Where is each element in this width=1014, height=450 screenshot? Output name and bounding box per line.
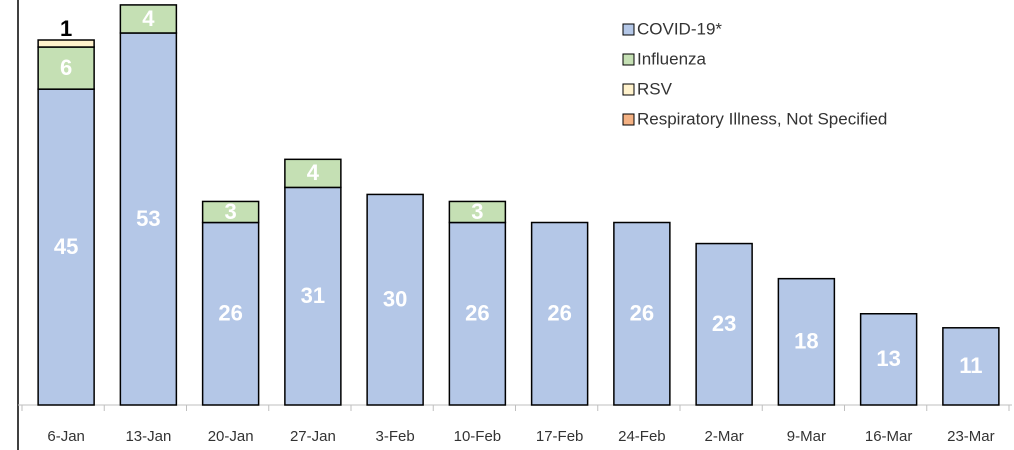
bar-segment bbox=[777, 277, 836, 406]
legend-swatch bbox=[622, 113, 635, 126]
data-label: 26 bbox=[547, 301, 571, 326]
data-label: 1 bbox=[60, 16, 72, 41]
bar-segment bbox=[284, 158, 342, 189]
data-label: 3 bbox=[225, 199, 237, 224]
x-tick-label: 6-Jan bbox=[47, 428, 85, 445]
legend-swatch bbox=[622, 53, 635, 66]
bar-segment bbox=[530, 221, 589, 406]
data-label: 6 bbox=[60, 55, 72, 80]
x-tick-label: 9-Mar bbox=[787, 428, 826, 445]
bar-segment bbox=[859, 313, 918, 406]
legend-swatch bbox=[622, 83, 635, 96]
data-label: 23 bbox=[712, 311, 736, 336]
bar-segment bbox=[942, 327, 1000, 406]
x-tick-label: 27-Jan bbox=[290, 428, 336, 445]
x-tick-label: 17-Feb bbox=[536, 428, 584, 445]
data-label: 53 bbox=[136, 206, 160, 231]
x-tick-label: 2-Mar bbox=[705, 428, 744, 445]
data-label: 26 bbox=[630, 301, 654, 326]
x-tick-label: 10-Feb bbox=[454, 428, 502, 445]
x-tick-label: 3-Feb bbox=[376, 428, 415, 445]
bar-segment bbox=[284, 186, 342, 406]
bar-segment bbox=[366, 193, 424, 406]
bar-segment bbox=[201, 200, 260, 224]
legend-swatch bbox=[622, 23, 635, 36]
legend-label: RSV bbox=[637, 79, 673, 98]
data-label: 4 bbox=[142, 6, 155, 31]
x-tick-label: 13-Jan bbox=[125, 428, 171, 445]
bar-segment bbox=[448, 221, 507, 406]
bar-segment bbox=[695, 242, 753, 406]
data-label: 31 bbox=[301, 283, 325, 308]
data-label: 11 bbox=[959, 353, 982, 378]
bar-segment bbox=[119, 32, 178, 406]
data-label: 45 bbox=[54, 234, 78, 259]
legend-label: COVID-19* bbox=[637, 19, 722, 38]
x-tick-label: 24-Feb bbox=[618, 428, 666, 445]
x-tick-label: 16-Mar bbox=[865, 428, 913, 445]
x-tick-label: 20-Jan bbox=[208, 428, 254, 445]
legend-label: Influenza bbox=[637, 49, 707, 68]
legend-label: Respiratory Illness, Not Specified bbox=[637, 109, 887, 128]
data-label: 18 bbox=[794, 329, 818, 354]
bar-segment bbox=[448, 200, 507, 224]
data-label: 3 bbox=[471, 199, 483, 224]
bar-segment bbox=[37, 88, 95, 406]
x-tick-label: 23-Mar bbox=[947, 428, 995, 445]
bar-segment bbox=[37, 39, 95, 48]
data-label: 26 bbox=[465, 301, 489, 326]
data-label: 13 bbox=[876, 346, 900, 371]
data-label: 30 bbox=[383, 287, 407, 312]
data-label: 4 bbox=[307, 160, 320, 185]
data-label: 26 bbox=[218, 301, 242, 326]
bar-segment bbox=[119, 4, 178, 34]
bar-segment bbox=[613, 221, 671, 406]
